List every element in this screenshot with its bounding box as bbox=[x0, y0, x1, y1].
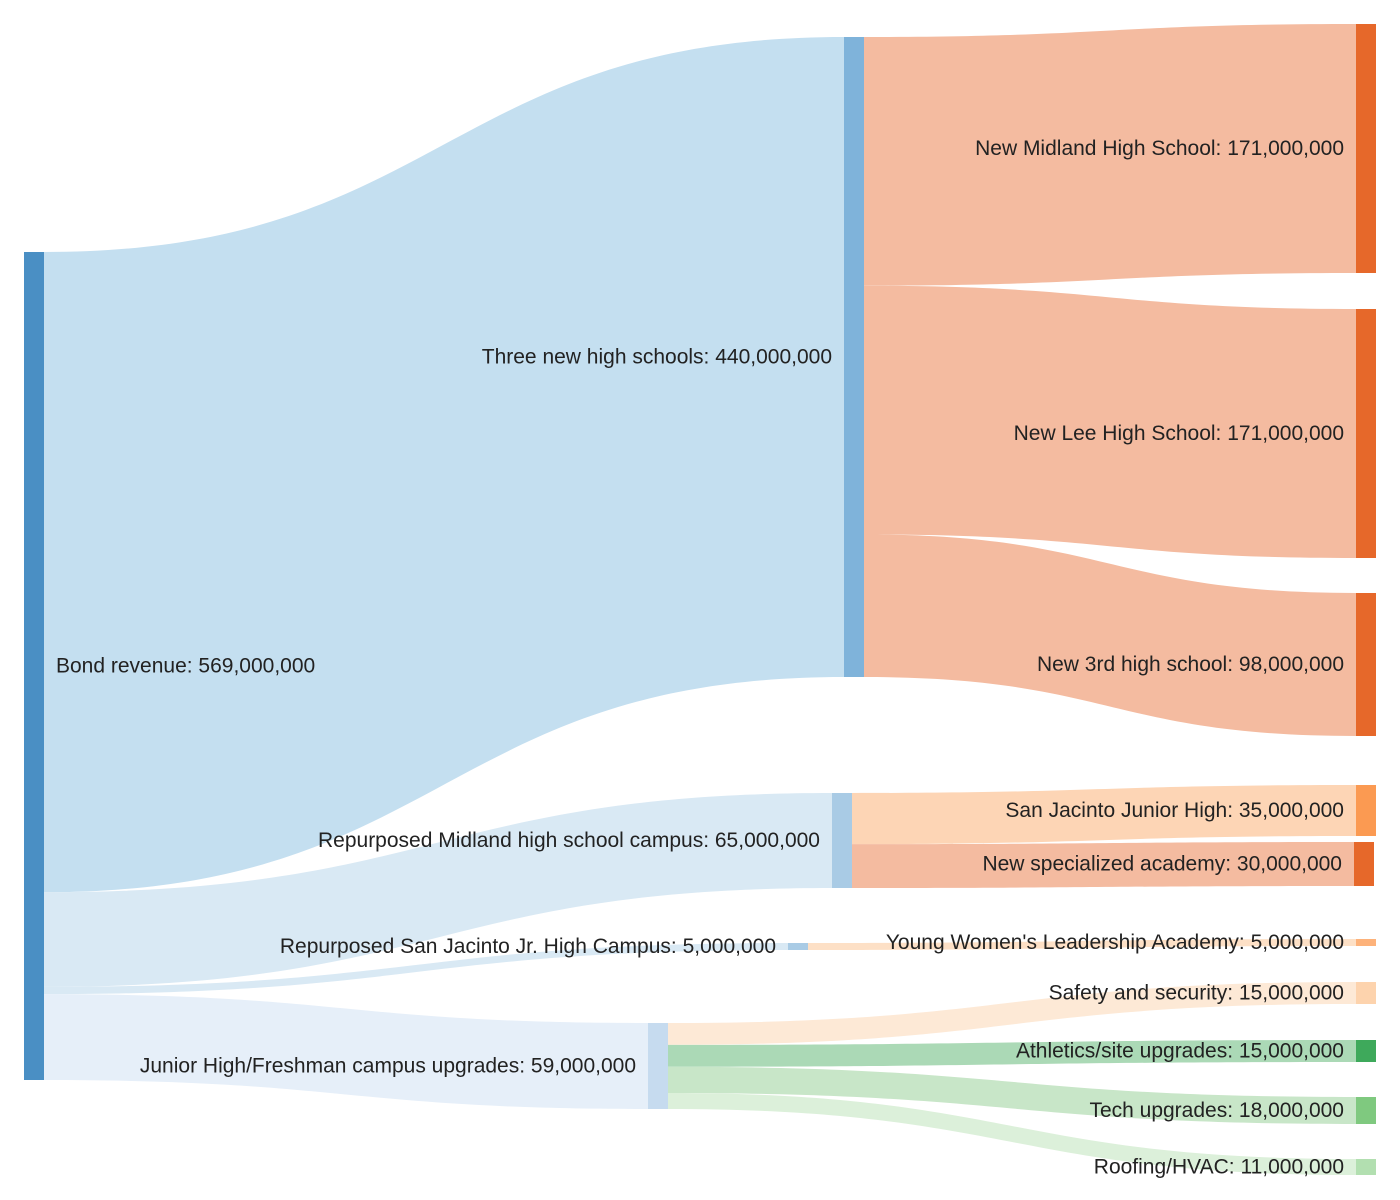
link-bond-to-repMidland[interactable] bbox=[44, 793, 832, 987]
sankey-links bbox=[44, 24, 1356, 1175]
label-athletics: Athletics/site upgrades: 15,000,000 bbox=[1016, 1040, 1344, 1063]
node-roofing[interactable] bbox=[1356, 1159, 1376, 1175]
sankey-labels: Bond revenue: 569,000,000 Three new high … bbox=[56, 137, 1344, 1179]
node-repMidland[interactable] bbox=[832, 793, 852, 888]
node-academy[interactable] bbox=[1354, 842, 1374, 886]
link-jrUpgrades-to-roofing[interactable] bbox=[668, 1092, 1356, 1175]
label-bond: Bond revenue: 569,000,000 bbox=[56, 655, 315, 678]
label-jrUpgrades: Junior High/Freshman campus upgrades: 59… bbox=[140, 1055, 636, 1078]
label-safety: Safety and security: 15,000,000 bbox=[1049, 982, 1344, 1005]
node-ywla[interactable] bbox=[1356, 939, 1376, 946]
sankey-nodes bbox=[24, 24, 1376, 1175]
node-three[interactable] bbox=[844, 37, 864, 677]
link-three-to-leeHS[interactable] bbox=[864, 285, 1356, 558]
link-three-to-third[interactable] bbox=[864, 534, 1356, 736]
node-third[interactable] bbox=[1356, 593, 1376, 736]
link-bond-to-repSanJac[interactable] bbox=[44, 943, 788, 995]
node-tech[interactable] bbox=[1356, 1097, 1376, 1124]
node-leeHS[interactable] bbox=[1356, 309, 1376, 558]
label-third: New 3rd high school: 98,000,000 bbox=[1037, 653, 1344, 676]
label-leeHS: New Lee High School: 171,000,000 bbox=[1014, 422, 1344, 445]
link-jrUpgrades-to-safety[interactable] bbox=[668, 982, 1356, 1045]
label-three: Three new high schools: 440,000,000 bbox=[482, 346, 832, 369]
link-bond-to-jrUpgrades[interactable] bbox=[44, 994, 648, 1109]
node-athletics[interactable] bbox=[1356, 1040, 1376, 1062]
label-repMidland: Repurposed Midland high school campus: 6… bbox=[318, 829, 820, 852]
node-midlandHS[interactable] bbox=[1356, 24, 1376, 273]
link-repSanJac-to-ywla[interactable] bbox=[808, 939, 1356, 950]
label-repSanJac: Repurposed San Jacinto Jr. High Campus: … bbox=[280, 935, 776, 958]
label-roofing: Roofing/HVAC: 11,000,000 bbox=[1094, 1156, 1344, 1179]
node-jrUpgrades[interactable] bbox=[648, 1023, 668, 1109]
node-repSanJac[interactable] bbox=[788, 943, 808, 950]
link-bond-to-three[interactable] bbox=[44, 37, 844, 893]
link-jrUpgrades-to-tech[interactable] bbox=[668, 1066, 1356, 1124]
link-three-to-midlandHS[interactable] bbox=[864, 24, 1356, 286]
node-bond[interactable] bbox=[24, 252, 44, 1080]
node-safety[interactable] bbox=[1356, 982, 1376, 1004]
label-tech: Tech upgrades: 18,000,000 bbox=[1089, 1099, 1344, 1122]
label-midlandHS: New Midland High School: 171,000,000 bbox=[975, 137, 1344, 160]
link-jrUpgrades-to-athletics[interactable] bbox=[668, 1040, 1356, 1067]
link-repMidland-to-academy[interactable] bbox=[852, 842, 1354, 888]
label-sanJacJH: San Jacinto Junior High: 35,000,000 bbox=[1005, 799, 1344, 822]
label-ywla: Young Women's Leadership Academy: 5,000,… bbox=[886, 931, 1344, 954]
link-repMidland-to-sanJacJH[interactable] bbox=[852, 785, 1356, 845]
label-academy: New specialized academy: 30,000,000 bbox=[982, 853, 1342, 876]
node-sanJacJH[interactable] bbox=[1356, 785, 1376, 836]
